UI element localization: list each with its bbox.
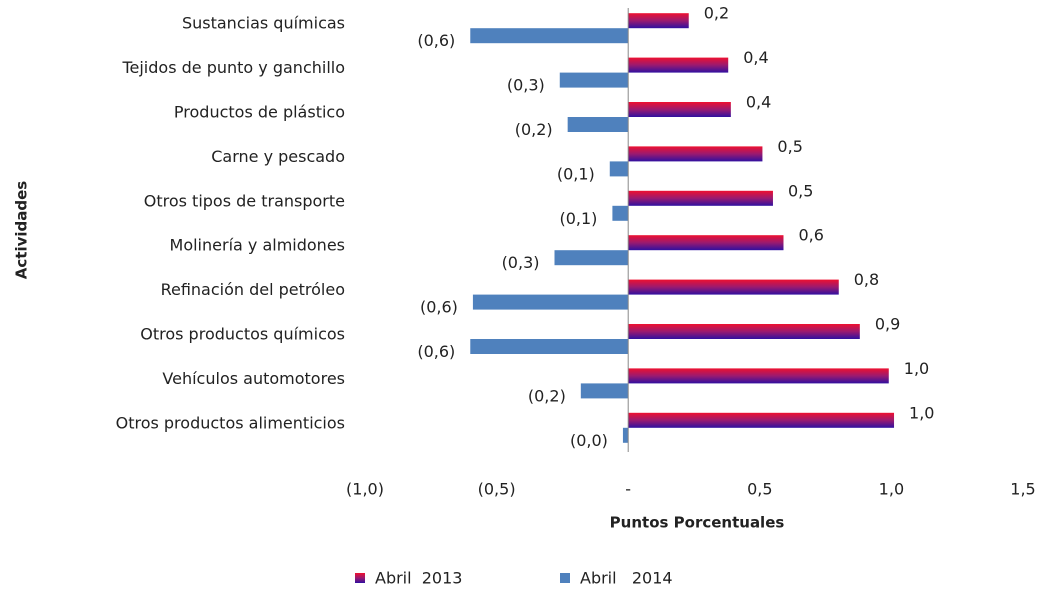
bar xyxy=(472,294,629,310)
legend-label: Abril 2014 xyxy=(580,569,673,588)
legend-swatch xyxy=(355,573,365,583)
value-label: 0,2 xyxy=(704,4,729,23)
value-label: (0,6) xyxy=(420,298,458,317)
legend-swatch xyxy=(560,573,570,583)
bar xyxy=(470,28,629,44)
category-label: Otros tipos de transporte xyxy=(144,191,345,210)
value-label: (0,0) xyxy=(570,431,608,450)
bar xyxy=(628,13,689,29)
bar xyxy=(609,161,629,177)
value-label: (0,2) xyxy=(528,386,566,405)
value-label: 0,9 xyxy=(875,315,900,334)
bar xyxy=(628,146,763,162)
category-label: Otros productos alimenticios xyxy=(116,413,345,432)
bar xyxy=(622,427,629,443)
category-label: Vehículos automotores xyxy=(162,369,345,388)
bar xyxy=(628,235,784,251)
category-label: Productos de plástico xyxy=(174,103,345,122)
legend-label: Abril 2013 xyxy=(375,569,462,588)
category-label: Carne y pescado xyxy=(211,147,345,166)
bar xyxy=(559,72,629,88)
value-label: (0,6) xyxy=(417,342,455,361)
value-label: (0,1) xyxy=(559,209,597,228)
value-label: (0,2) xyxy=(515,120,553,139)
x-axis-title: Puntos Porcentuales xyxy=(610,514,785,532)
bar xyxy=(612,205,629,221)
category-label: Molinería y almidones xyxy=(170,236,345,255)
value-label: (0,1) xyxy=(557,164,595,183)
y-axis-title: Actividades xyxy=(13,181,31,280)
bar xyxy=(628,279,839,295)
x-tick-label: (0,5) xyxy=(478,480,516,499)
value-label: 0,6 xyxy=(798,226,823,245)
x-tick-label: (1,0) xyxy=(346,480,384,499)
x-tick-label: - xyxy=(625,480,631,499)
bar xyxy=(628,190,773,206)
bar xyxy=(628,324,860,339)
bar xyxy=(628,102,731,117)
category-label: Refinación del petróleo xyxy=(161,280,345,299)
x-tick-label: 1,5 xyxy=(1010,480,1035,499)
value-label: 0,5 xyxy=(777,137,802,156)
value-label: (0,3) xyxy=(507,76,545,95)
x-tick-label: 1,0 xyxy=(879,480,904,499)
category-label: Sustancias químicas xyxy=(182,14,345,33)
bar xyxy=(628,57,729,73)
x-tick-label: 0,5 xyxy=(747,480,772,499)
value-label: 0,5 xyxy=(788,181,813,200)
value-label: 1,0 xyxy=(904,359,929,378)
value-label: 0,4 xyxy=(746,93,771,112)
bar xyxy=(628,368,889,384)
category-label: Otros productos químicos xyxy=(140,325,345,344)
bar xyxy=(554,250,629,266)
value-label: (0,3) xyxy=(502,253,540,272)
category-label: Tejidos de punto y ganchillo xyxy=(121,58,345,77)
bar xyxy=(470,339,629,354)
value-label: 0,8 xyxy=(854,270,879,289)
value-label: 1,0 xyxy=(909,403,934,422)
value-label: 0,4 xyxy=(743,48,768,67)
bar xyxy=(567,117,629,132)
bar xyxy=(580,383,629,399)
bar xyxy=(628,412,895,428)
value-label: (0,6) xyxy=(417,31,455,50)
